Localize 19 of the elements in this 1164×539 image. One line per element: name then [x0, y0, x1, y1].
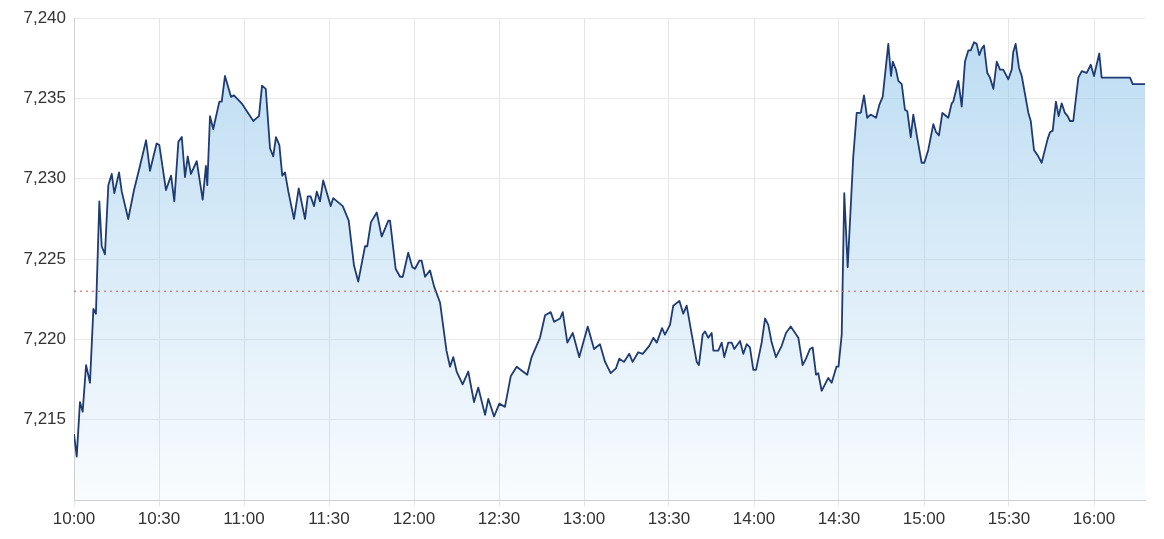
x-tick-label: 13:00	[562, 508, 606, 528]
x-tick-label: 13:30	[647, 508, 691, 528]
x-tick-label: 12:30	[477, 508, 521, 528]
y-tick-label: 7,230	[23, 168, 66, 188]
x-tick-label: 11:00	[223, 508, 265, 528]
x-tick-label: 15:00	[902, 508, 946, 528]
x-tick-label: 14:30	[817, 508, 861, 528]
y-tick-label: 7,235	[23, 88, 66, 108]
x-tick-label: 16:00	[1072, 508, 1116, 528]
x-tick-label: 10:00	[52, 508, 96, 528]
x-tick-label: 10:30	[137, 508, 181, 528]
x-tick-label: 15:30	[987, 508, 1031, 528]
x-tick-label: 14:00	[732, 508, 776, 528]
y-tick-label: 7,225	[23, 248, 66, 268]
y-tick-label: 7,220	[23, 329, 66, 349]
y-tick-label: 7,215	[23, 409, 66, 429]
y-tick-label: 7,240	[23, 7, 66, 27]
x-tick-label: 12:00	[392, 508, 436, 528]
x-tick-label: 11:30	[308, 508, 350, 528]
